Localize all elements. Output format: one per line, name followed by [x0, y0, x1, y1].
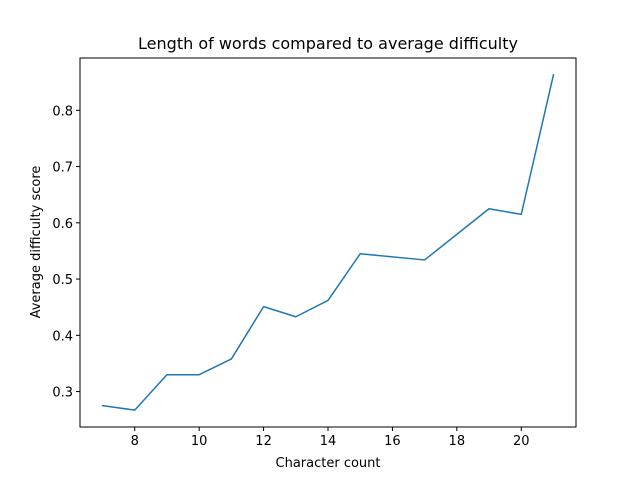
x-axis: 8 10 12 14 16 18 20	[131, 427, 530, 449]
y-tick-label: 0.4	[52, 329, 73, 344]
y-axis: 0.3 0.4 0.5 0.6 0.7 0.8	[52, 104, 80, 401]
series-line	[101, 73, 555, 411]
x-tick-label: 12	[255, 434, 272, 449]
x-tick-label: 10	[191, 434, 208, 449]
y-tick-label: 0.5	[52, 273, 73, 288]
x-tick-label: 16	[384, 434, 401, 449]
y-axis-label: Average difficulty score	[29, 166, 44, 319]
x-tick-label: 14	[320, 434, 337, 449]
y-tick-label: 0.6	[52, 217, 73, 232]
axes-frame	[79, 57, 577, 428]
chart-title: Length of words compared to average diff…	[138, 34, 518, 53]
x-tick-label: 18	[449, 434, 466, 449]
y-tick-label: 0.3	[52, 386, 73, 401]
x-tick-label: 20	[513, 434, 530, 449]
y-tick-label: 0.8	[52, 104, 73, 119]
x-tick-label: 8	[131, 434, 139, 449]
y-tick-label: 0.7	[52, 161, 73, 176]
x-axis-label: Character count	[276, 456, 381, 471]
plot-area	[101, 73, 555, 411]
